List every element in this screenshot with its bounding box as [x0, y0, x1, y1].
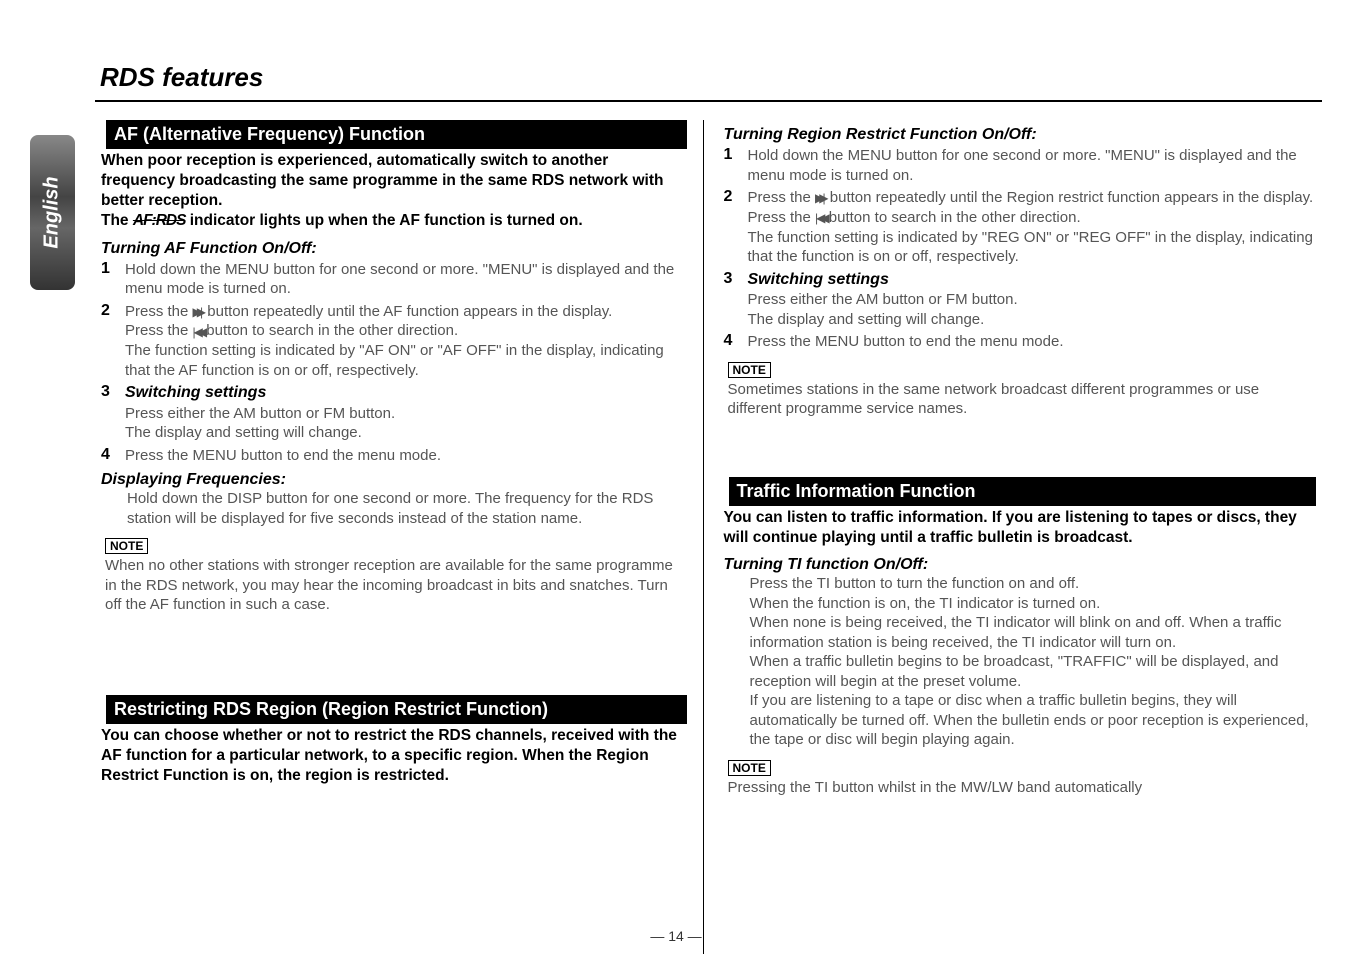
left-column: AF (Alternative Frequency) Function When… — [95, 120, 704, 954]
page-number: — 14 — — [650, 928, 701, 944]
af-note: When no other stations with stronger rec… — [105, 556, 687, 615]
rewind-icon — [193, 322, 203, 342]
disp-body: Hold down the DISP button for one second… — [127, 489, 687, 528]
ti-title: Turning TI function On/Off: — [724, 556, 1317, 574]
af-steps: 1 Hold down the MENU button for one seco… — [101, 260, 687, 466]
rewind-icon — [815, 208, 825, 228]
step-number: 2 — [724, 188, 740, 267]
step-number: 2 — [101, 302, 117, 381]
restrict-lead: You can choose whether or not to restric… — [101, 726, 687, 786]
right-column: Turning Region Restrict Function On/Off:… — [714, 120, 1323, 954]
fast-forward-icon — [193, 302, 204, 322]
language-label: English — [41, 176, 64, 248]
fast-forward-icon — [815, 188, 826, 208]
step-number: 1 — [724, 146, 740, 185]
af-lead: When poor reception is experienced, auto… — [101, 151, 687, 232]
ti-body: Press the TI button to turn the function… — [750, 574, 1317, 750]
note-label: NOTE — [105, 538, 148, 554]
note-label: NOTE — [728, 362, 771, 378]
traffic-heading: Traffic Information Function — [724, 477, 1317, 506]
region-step1: Hold down the MENU button for one second… — [748, 146, 1317, 185]
af-step1: Hold down the MENU button for one second… — [125, 260, 687, 299]
step-number: 3 — [101, 383, 117, 443]
language-tab: English — [30, 135, 75, 290]
af-step4: Press the MENU button to end the menu mo… — [125, 446, 687, 466]
traffic-lead: You can listen to traffic information. I… — [724, 508, 1317, 548]
af-step3: Switching settings Press either the AM b… — [125, 383, 687, 443]
region-steps: 1 Hold down the MENU button for one seco… — [724, 146, 1317, 352]
region-step2: Press the button repeatedly until the Re… — [748, 188, 1317, 267]
ti-note: Pressing the TI button whilst in the MW/… — [728, 778, 1317, 798]
af-heading: AF (Alternative Frequency) Function — [101, 120, 687, 149]
title-rule — [95, 100, 1322, 102]
rds-icon: AF:RDS — [133, 212, 186, 229]
region-note: Sometimes stations in the same network b… — [728, 380, 1317, 419]
region-step4: Press the MENU button to end the menu mo… — [748, 332, 1317, 352]
step-number: 1 — [101, 260, 117, 299]
restrict-heading: Restricting RDS Region (Region Restrict … — [101, 695, 687, 724]
page-title: RDS features — [100, 62, 263, 93]
step-number: 4 — [724, 332, 740, 352]
region-step3: Switching settings Press either the AM b… — [748, 270, 1317, 330]
step-number: 3 — [724, 270, 740, 330]
af-onoff-title: Turning AF Function On/Off: — [101, 240, 687, 258]
region-title: Turning Region Restrict Function On/Off: — [724, 126, 1317, 144]
disp-title: Displaying Frequencies: — [101, 471, 687, 489]
note-label: NOTE — [728, 760, 771, 776]
step-number: 4 — [101, 446, 117, 466]
af-step2: Press the button repeatedly until the AF… — [125, 302, 687, 381]
